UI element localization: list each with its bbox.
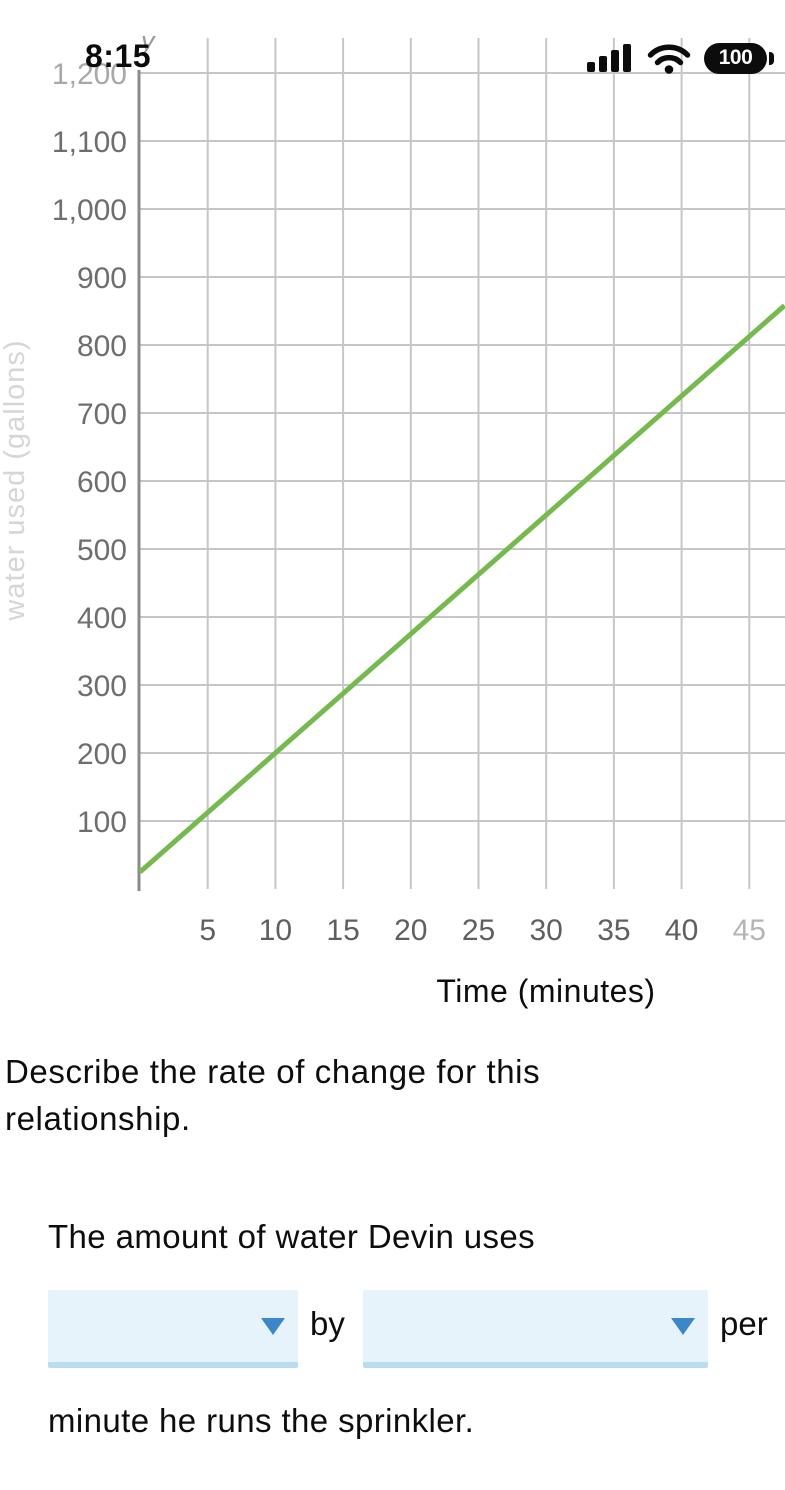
prompt-line-1: Describe the rate of change for this <box>5 1053 541 1090</box>
y-tick-label: 200 <box>77 738 127 771</box>
data-line <box>138 303 785 874</box>
y-tick-label: 1,000 <box>52 194 127 227</box>
chevron-down-icon <box>261 1318 285 1335</box>
x-tick-label: 40 <box>665 914 698 947</box>
y-axis-symbol: y <box>139 26 156 56</box>
x-tick-label: 35 <box>597 914 630 947</box>
y-tick-label: 800 <box>77 330 127 363</box>
x-tick-label: 15 <box>326 914 359 947</box>
y-tick-label: 300 <box>77 670 127 703</box>
y-tick-label: 700 <box>77 398 127 431</box>
x-tick-label: 45 <box>733 914 766 947</box>
y-tick-label: 100 <box>77 806 127 839</box>
y-tick-label: 400 <box>77 602 127 635</box>
line-chart: 100 200 300 400 500 600 700 800 900 1,000 1,100 1,2… <box>0 26 785 1009</box>
x-tick-label: 5 <box>199 914 216 947</box>
chart-series <box>138 303 785 874</box>
x-tick-label: 10 <box>259 914 292 947</box>
answer-between-text: by <box>310 1305 345 1342</box>
x-axis-title: Time (minutes) <box>436 973 655 1009</box>
chart-tick-labels: 100 200 300 400 500 600 700 800 900 1,000 1,100 1,2… <box>52 58 766 947</box>
answer-closing-text: minute he runs the sprinkler. <box>48 1402 475 1439</box>
x-tick-label: 25 <box>462 914 495 947</box>
chart-gridlines <box>140 38 785 889</box>
chevron-down-icon <box>671 1318 695 1335</box>
y-tick-label: 1,200 <box>52 58 127 91</box>
prompt-line-2: relationship. <box>5 1100 191 1137</box>
answer-lead-text: The amount of water Devin uses <box>48 1218 536 1255</box>
y-tick-label: 1,100 <box>52 126 127 159</box>
rate-amount-dropdown[interactable] <box>363 1290 708 1368</box>
y-tick-label: 600 <box>77 466 127 499</box>
x-tick-label: 20 <box>394 914 427 947</box>
y-axis-title: water used (gallons) <box>0 339 31 621</box>
y-tick-label: 900 <box>77 262 127 295</box>
answer-after-text: per <box>720 1305 768 1342</box>
chart-axes <box>137 70 785 892</box>
rate-direction-dropdown[interactable] <box>48 1290 298 1368</box>
question-prompt: Describe the rate of change for this rel… <box>5 1048 745 1142</box>
y-tick-label: 500 <box>77 534 127 567</box>
x-tick-label: 30 <box>530 914 563 947</box>
